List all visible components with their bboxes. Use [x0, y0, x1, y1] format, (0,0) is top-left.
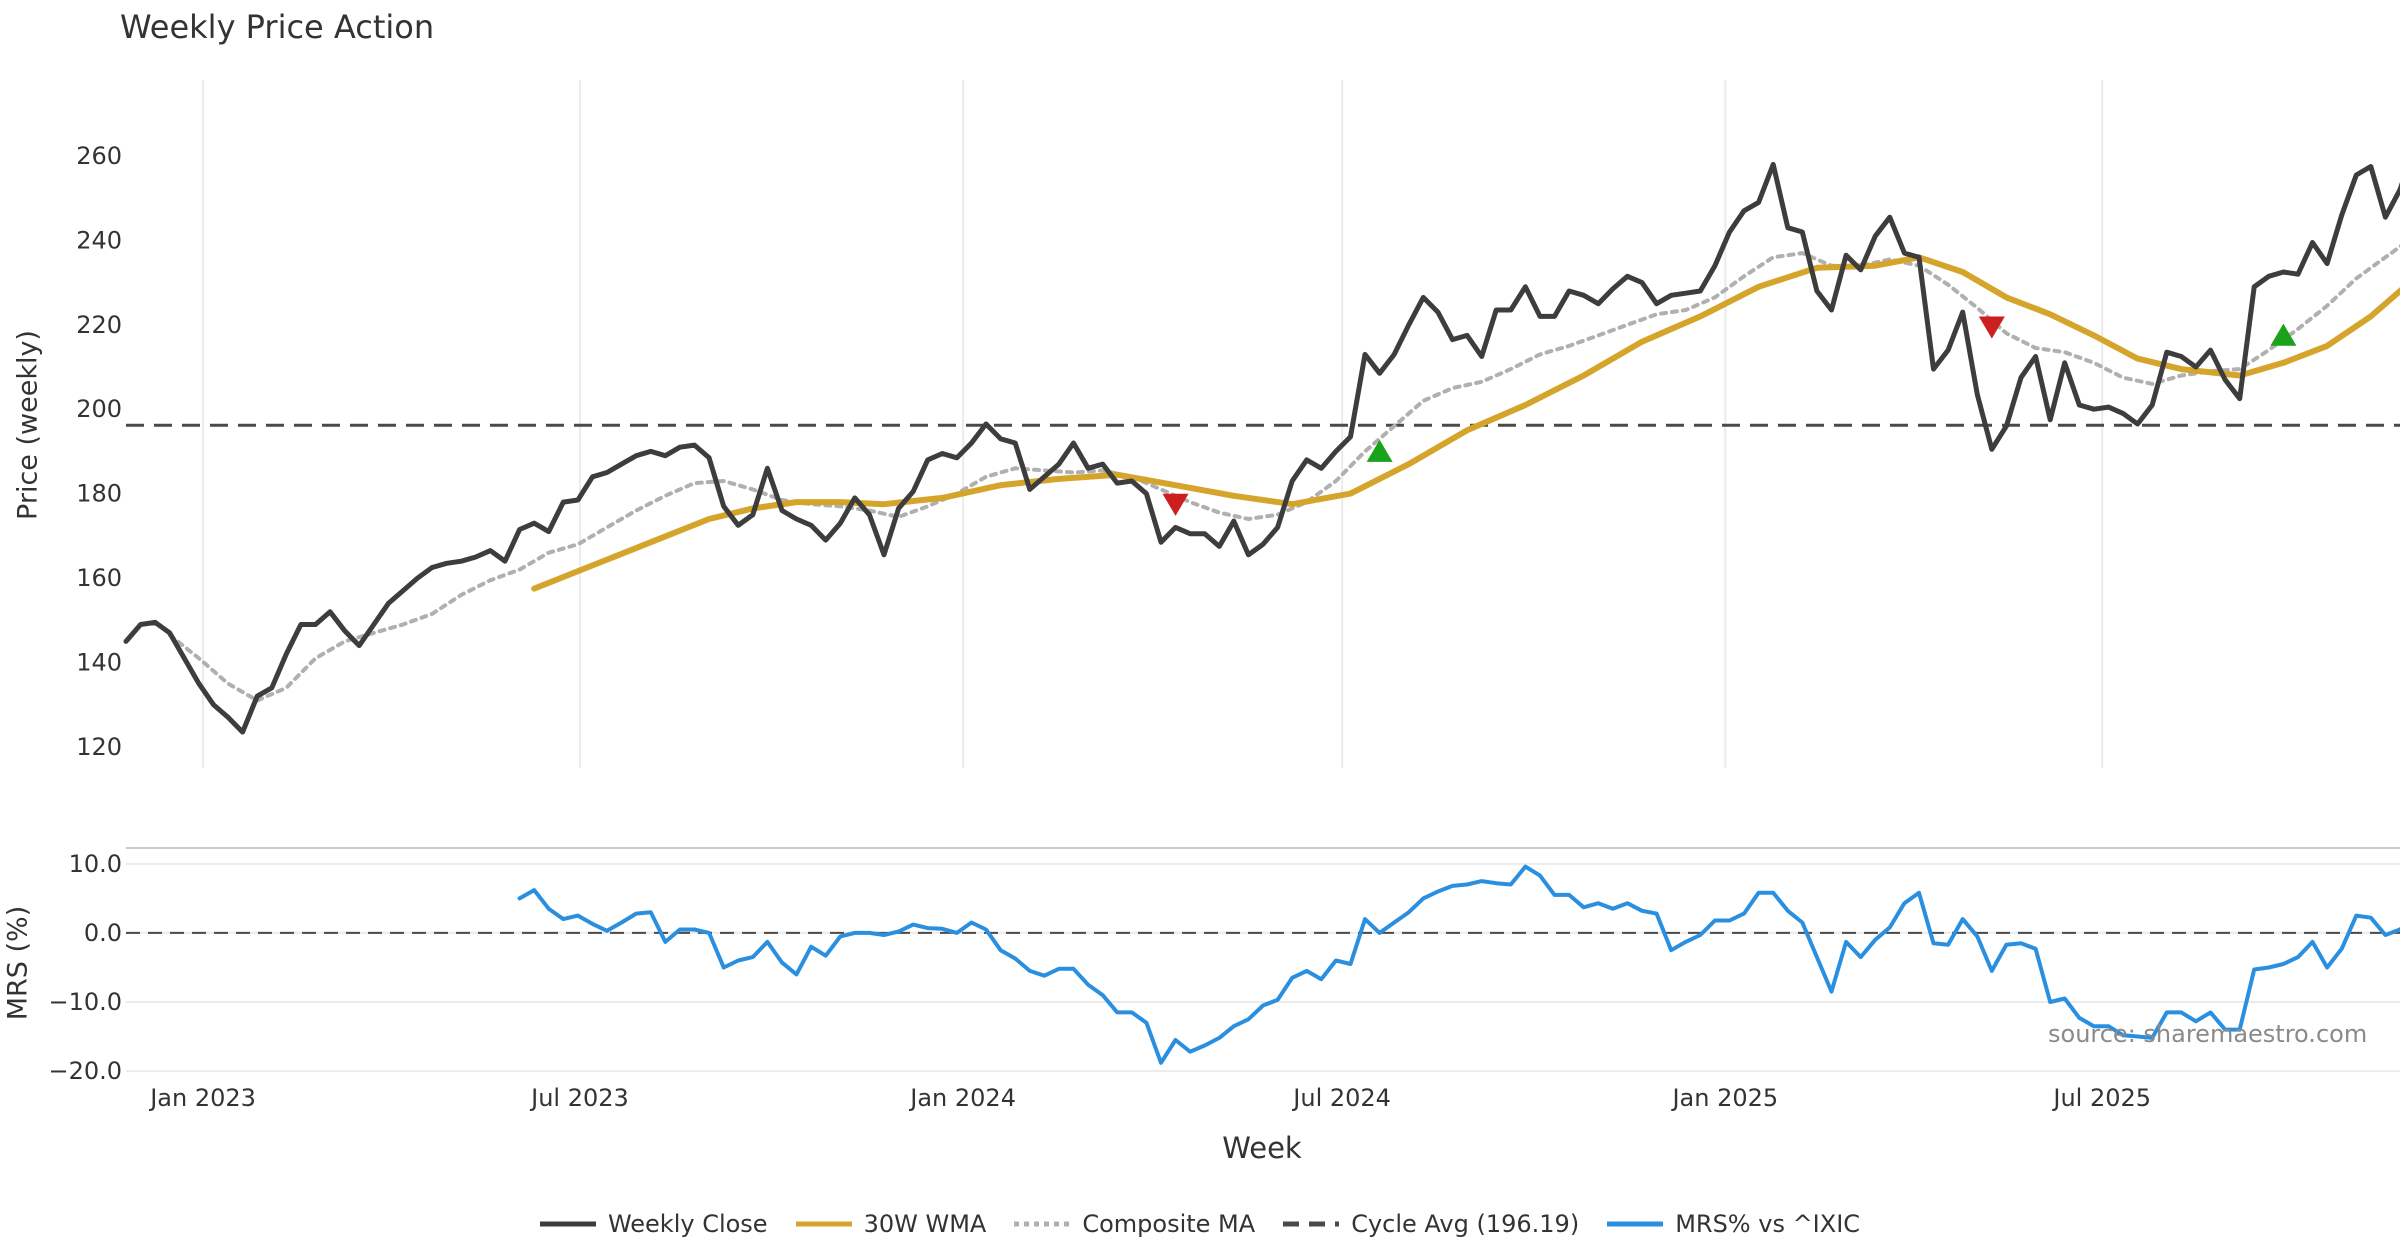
legend-label: MRS% vs ^IXIC — [1675, 1210, 1861, 1238]
composite-ma-line — [167, 244, 2400, 703]
sell-signal-marker — [1162, 493, 1189, 516]
legend-swatch — [1283, 1221, 1340, 1227]
legend-item: MRS% vs ^IXIC — [1607, 1210, 1860, 1238]
price-ytick-label: 180 — [76, 480, 122, 508]
chart-title: Weekly Price Action — [120, 8, 435, 46]
x-tick-label: Jan 2023 — [148, 1084, 256, 1112]
legend-label: 30W WMA — [863, 1210, 987, 1238]
x-tick-label: Jan 2024 — [908, 1084, 1016, 1112]
x-tick-label: Jul 2024 — [1291, 1084, 1391, 1112]
sell-signal-marker — [1978, 316, 2005, 339]
x-tick-label: Jul 2025 — [2051, 1084, 2151, 1112]
legend-item: Cycle Avg (196.19) — [1283, 1210, 1579, 1238]
mrs-ytick-label: −20.0 — [48, 1057, 122, 1085]
legend-label: Composite MA — [1082, 1210, 1256, 1238]
legend-swatch — [1014, 1221, 1071, 1227]
mrs-ytick-label: 10.0 — [69, 850, 122, 878]
30w-wma-line — [531, 254, 2400, 592]
price-ytick-label: 220 — [76, 311, 122, 339]
legend: Weekly Close 30W WMA Composite MA Cycle Avg… — [0, 1210, 2400, 1238]
buy-signal-marker — [2270, 323, 2297, 346]
price-ytick-label: 200 — [76, 395, 122, 423]
legend-swatch — [539, 1221, 596, 1227]
price-ytick-label: 120 — [76, 733, 122, 761]
price-ytick-label: 240 — [76, 226, 122, 254]
legend-label: Weekly Close — [607, 1210, 768, 1238]
buy-signal-marker — [1366, 439, 1393, 462]
mrs-ytick-label: 0.0 — [84, 919, 122, 947]
mrs-line — [517, 864, 2400, 1065]
legend-item: 30W WMA — [795, 1210, 987, 1238]
weekly-close-line — [123, 161, 2400, 735]
legend-swatch — [795, 1221, 852, 1227]
mrs-ytick-label: −10.0 — [48, 988, 122, 1016]
x-tick-label: Jul 2023 — [529, 1084, 629, 1112]
price-ytick-label: 160 — [76, 564, 122, 592]
x-tick-label: Jan 2025 — [1670, 1084, 1778, 1112]
legend-item: Composite MA — [1014, 1210, 1255, 1238]
legend-item: Weekly Close — [539, 1210, 768, 1238]
legend-label: Cycle Avg (196.19) — [1351, 1210, 1580, 1238]
x-axis-label: Week — [1222, 1131, 1302, 1165]
legend-swatch — [1607, 1221, 1664, 1227]
price-ytick-label: 260 — [76, 142, 122, 170]
price-ytick-label: 140 — [76, 648, 122, 676]
source-watermark: source: sharemaestro.com — [2048, 1020, 2368, 1048]
